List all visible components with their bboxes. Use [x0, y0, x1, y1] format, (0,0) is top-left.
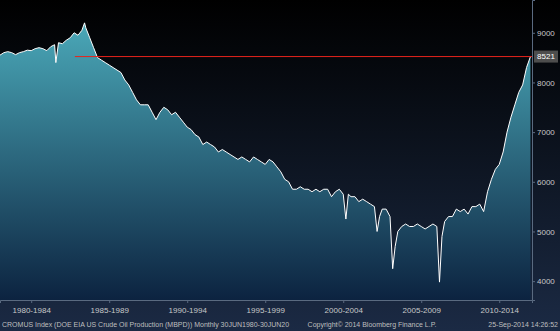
footer-text: CROMUS Index (DOE EIA US Crude Oil Produ…	[2, 321, 289, 329]
y-tick-mark	[532, 82, 535, 83]
area	[0, 23, 530, 300]
label-tag-text: 8521	[537, 52, 555, 61]
y-tick: 8000	[532, 79, 555, 88]
y-tick-label: 6000	[537, 178, 555, 187]
line	[0, 23, 530, 282]
x-tick-mark	[109, 300, 110, 303]
x-tick-label: 2005-2009	[403, 306, 442, 315]
x-tick: 2010-2014	[481, 300, 520, 315]
x-tick: 1990-1994	[169, 300, 208, 315]
y-tick: 9000	[532, 29, 555, 38]
y-tick-mark	[532, 281, 535, 282]
x-tick: 2000-2004	[325, 300, 364, 315]
y-axis: 4000 5000 6000 7000 8000 9000	[532, 1, 555, 301]
y-tick-label: 8000	[537, 79, 555, 88]
footer-text: Copyright© 2014 Bloomberg Finance L.P.	[308, 321, 437, 329]
x-axis-line	[1, 301, 533, 304]
x-tick-label: 2010-2014	[481, 306, 520, 315]
x-tick-mark	[187, 300, 188, 303]
y-tick-label: 9000	[537, 29, 555, 38]
x-tick: 1995-1999	[247, 300, 286, 315]
y-tick-mark	[532, 132, 535, 133]
x-tick-label: 1985-1989	[91, 306, 130, 315]
x-tick: 2005-2009	[403, 300, 442, 315]
x-tick: 1980-1984	[13, 300, 52, 315]
plot-area	[0, 23, 532, 300]
x-tick-label: 2000-2004	[325, 306, 364, 315]
x-tick-mark	[265, 300, 266, 303]
x-tick: 1985-1989	[91, 300, 130, 315]
y-tick-mark	[532, 33, 535, 34]
y-tick-label: 7000	[537, 128, 555, 137]
x-tick-label: 1990-1994	[169, 306, 208, 315]
label-tag	[534, 51, 558, 63]
x-tick-mark	[343, 300, 344, 303]
x-tick-label: 1995-1999	[247, 306, 286, 315]
y-tick-mark	[532, 231, 535, 232]
x-axis: 1980-1984 1985-1989 1990-1994 1995-1999 2000…	[1, 300, 533, 315]
y-tick: 6000	[532, 178, 555, 187]
footer-text: 25-Sep-2014 14:26:52	[488, 321, 558, 329]
x-tick-mark	[421, 300, 422, 303]
y-tick-label: 5000	[537, 228, 555, 237]
chart: 1980-1984 1985-1989 1990-1994 1995-1999 2000…	[0, 0, 560, 331]
y-tick-label: 4000	[537, 277, 555, 286]
y-tick: 5000	[532, 228, 555, 237]
x-tick-label: 1980-1984	[13, 306, 52, 315]
y-axis-line	[533, 1, 536, 301]
y-tick: 7000	[532, 128, 555, 137]
y-tick-mark	[532, 182, 535, 183]
background	[0, 0, 560, 331]
reference-line	[75, 56, 532, 57]
y-tick: 4000	[532, 277, 555, 286]
x-tick-mark	[499, 300, 500, 303]
x-tick-mark	[31, 300, 32, 303]
